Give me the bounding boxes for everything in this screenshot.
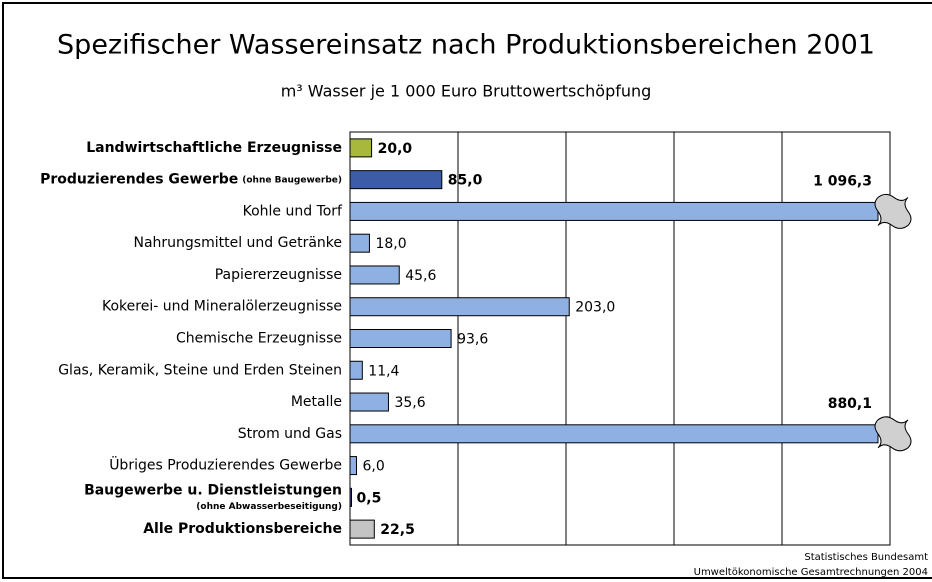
value-label: 22,5 <box>380 522 415 538</box>
bar <box>349 297 570 317</box>
bar <box>349 456 357 476</box>
chart-title: Spezifischer Wassereinsatz nach Produkti… <box>57 30 875 61</box>
bar <box>349 201 879 221</box>
category-label: Übriges Produzierendes Gewerbe <box>109 456 342 474</box>
bar-break <box>874 416 912 452</box>
category-note: (ohne Baugewerbe) <box>242 175 342 185</box>
bar <box>349 233 370 253</box>
category-label: Papiererzeugnisse <box>215 267 342 283</box>
value-label: 11,4 <box>368 363 399 379</box>
source-line: Umweltökonomische Gesamtrechnungen 2004 <box>694 567 928 578</box>
category-label: Produzierendes Gewerbe (ohne Baugewerbe) <box>40 172 342 188</box>
value-label: 93,6 <box>457 332 488 348</box>
bar <box>349 392 389 412</box>
category-label: Glas, Keramik, Steine und Erden Steinen <box>58 362 342 378</box>
chart-subtitle: m³ Wasser je 1 000 Euro Bruttowertschöpf… <box>281 82 652 101</box>
category-label: Alle Produktionsbereiche <box>143 521 342 537</box>
bar <box>349 360 363 380</box>
bar <box>349 487 352 507</box>
category-label: Nahrungsmittel und Getränke <box>133 235 342 251</box>
category-label: Kohle und Torf <box>243 203 343 219</box>
bar <box>349 138 373 158</box>
bar-break <box>874 193 912 229</box>
category-note: (ohne Abwasserbeseitigung) <box>196 502 342 512</box>
value-label: 1 096,3 <box>813 173 872 189</box>
value-label: 0,5 <box>357 490 382 506</box>
category-name: Produzierendes Gewerbe <box>40 172 238 188</box>
bar <box>349 519 375 539</box>
source-line: Statistisches Bundesamt <box>804 552 928 563</box>
value-label: 203,0 <box>575 300 615 316</box>
category-label: Landwirtschaftliche Erzeugnisse <box>86 140 342 156</box>
value-label: 880,1 <box>828 396 872 412</box>
category-label: Chemische Erzeugnisse <box>176 331 342 347</box>
category-label: Strom und Gas <box>238 426 342 442</box>
value-label: 35,6 <box>394 395 425 411</box>
category-label: Baugewerbe u. Dienstleistungen <box>84 482 342 498</box>
value-label: 18,0 <box>375 236 406 252</box>
category-label: Metalle <box>291 394 342 410</box>
value-label: 6,0 <box>362 459 384 475</box>
value-label: 45,6 <box>405 268 436 284</box>
bar <box>349 265 400 285</box>
value-label: 20,0 <box>378 141 413 157</box>
bar <box>349 424 879 444</box>
bar <box>349 170 443 190</box>
bar <box>349 329 452 348</box>
value-label: 85,0 <box>448 173 483 189</box>
category-label: Kokerei- und Mineralölerzeugnisse <box>102 299 342 315</box>
